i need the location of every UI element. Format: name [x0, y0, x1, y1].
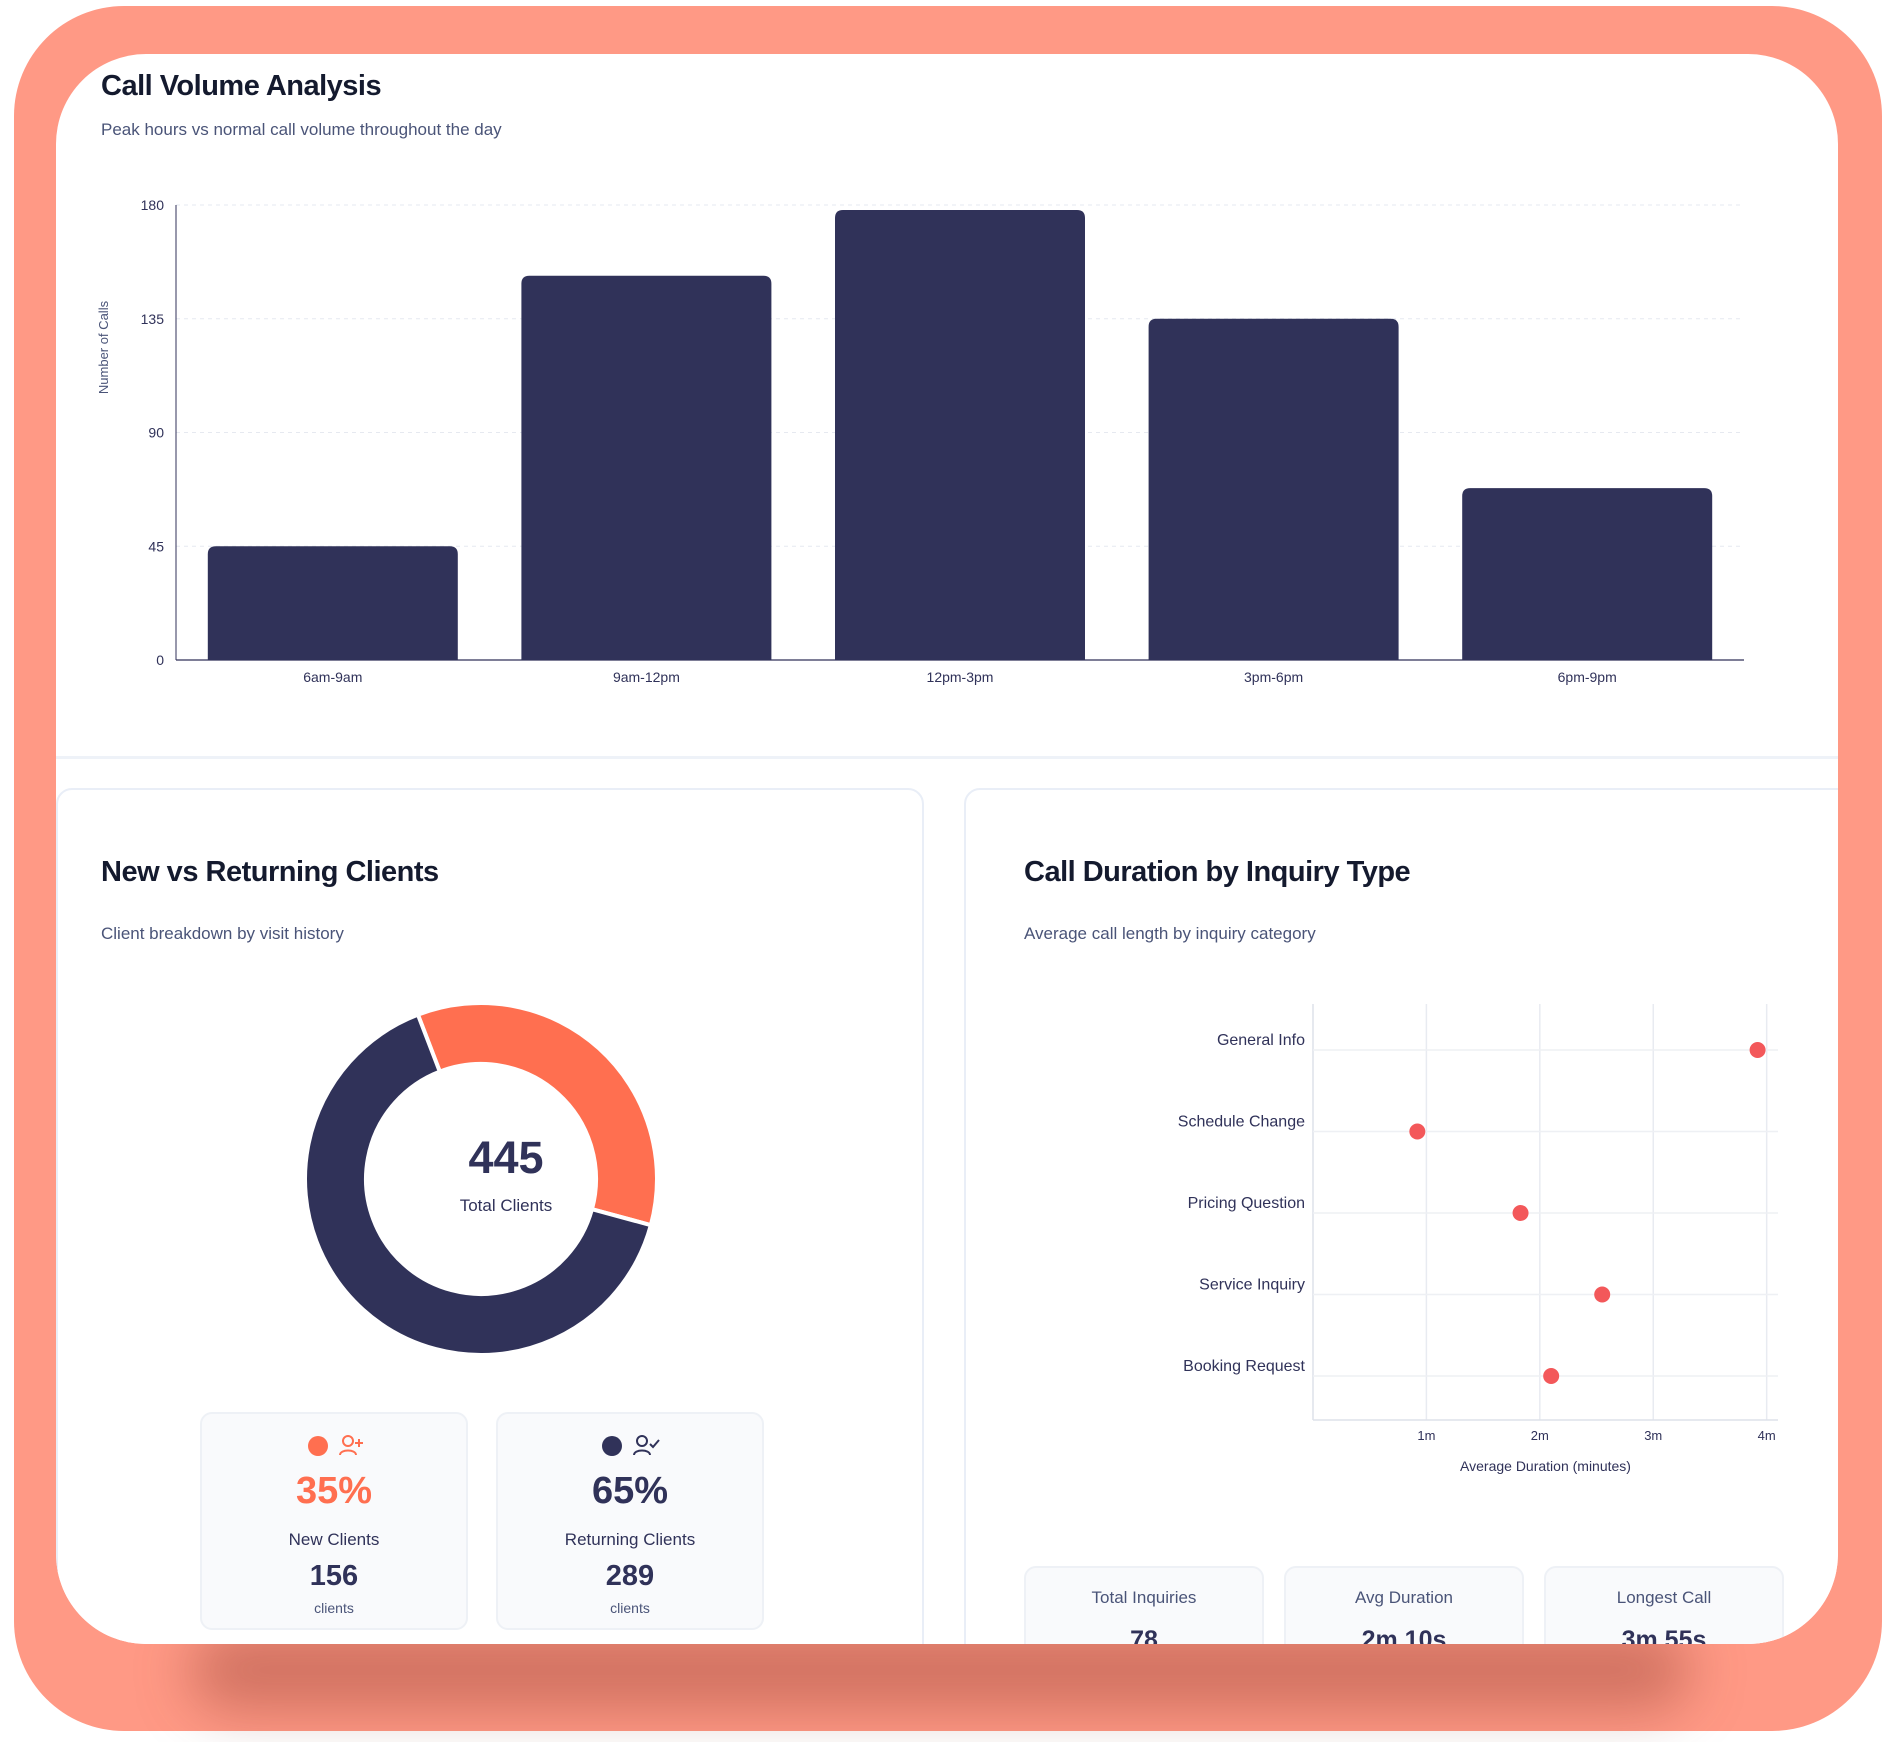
new-clients-count: 156: [309, 1560, 359, 1592]
total-inquiries-value: 78: [1130, 1626, 1158, 1644]
x-tick-label: 12pm-3pm: [927, 669, 994, 685]
returning-clients-percent: 65%: [591, 1470, 669, 1512]
returning-clients-stat: 65% Returning Clients 289 clients: [496, 1412, 764, 1630]
new-clients-percent: 35%: [295, 1470, 373, 1512]
dot-Booking Request: [1543, 1368, 1560, 1384]
avg-duration-value: 2m 10s: [1361, 1626, 1447, 1644]
avg-duration-label: Avg Duration: [1355, 1588, 1453, 1607]
x-tick-label: 6am-9am: [303, 669, 362, 685]
bar-9am-12pm: [521, 275, 772, 660]
bar-6am-9am: [207, 546, 458, 660]
x-tick-label: 2m: [1531, 1428, 1549, 1443]
y-tick-label: 45: [148, 538, 164, 554]
clients-subtitle: Client breakdown by visit history: [101, 924, 344, 943]
duration-subtitle: Average call length by inquiry category: [1024, 924, 1316, 943]
x-tick-label: 1m: [1417, 1428, 1435, 1443]
category-label: Service Inquiry: [1199, 1277, 1305, 1294]
dashboard-screen: Call Volume Analysis Peak hours vs norma…: [56, 54, 1838, 1644]
donut-slice-returning-clients: [303, 1012, 654, 1357]
clients-donut-chart: [303, 1001, 659, 1357]
new-clients-legend-dot: [308, 1436, 328, 1456]
dot-General Info: [1749, 1042, 1766, 1058]
y-tick-label: 180: [141, 197, 165, 213]
category-label: General Info: [1217, 1032, 1305, 1049]
longest-call-value: 3m 55s: [1621, 1626, 1707, 1644]
clients-title: New vs Returning Clients: [101, 856, 439, 888]
call-volume-subtitle: Peak hours vs normal call volume through…: [101, 120, 502, 139]
call-volume-panel: Call Volume Analysis Peak hours vs norma…: [56, 54, 1838, 759]
dot-Pricing Question: [1512, 1205, 1529, 1221]
returning-clients-label: Returning Clients: [564, 1530, 696, 1549]
call-volume-title: Call Volume Analysis: [101, 70, 382, 102]
new-clients-unit: clients: [314, 1600, 354, 1616]
total-inquiries-stat: Total Inquiries 78: [1024, 1566, 1264, 1644]
y-tick-label: 90: [148, 425, 164, 441]
new-clients-stat: 35% New Clients 156 clients: [200, 1412, 468, 1630]
donut-slice-new-clients: [415, 1001, 659, 1228]
longest-call-label: Longest Call: [1616, 1588, 1712, 1607]
x-tick-label: 4m: [1758, 1428, 1776, 1443]
total-inquiries-label: Total Inquiries: [1091, 1588, 1197, 1607]
category-label: Pricing Question: [1188, 1195, 1305, 1212]
dot-Schedule Change: [1409, 1123, 1426, 1140]
category-label: Booking Request: [1183, 1358, 1305, 1375]
bar-3pm-6pm: [1148, 318, 1399, 660]
total-clients-label: Total Clients: [459, 1196, 553, 1215]
duration-card: [964, 788, 1838, 1644]
avg-duration-stat: Avg Duration 2m 10s: [1284, 1566, 1524, 1644]
returning-clients-legend-dot: [602, 1436, 622, 1456]
returning-clients-unit: clients: [610, 1600, 650, 1616]
new-clients-label: New Clients: [288, 1530, 380, 1549]
y-axis-title: Number of Calls: [96, 300, 111, 394]
longest-call-stat: Longest Call 3m 55s: [1544, 1566, 1784, 1644]
bar-6pm-9pm: [1462, 488, 1713, 660]
y-tick-label: 135: [141, 311, 165, 327]
duration-dot-chart: 1m 2m 3m 4m General Info Schedule Change Prici…: [1178, 1004, 1778, 1474]
total-clients-value: 445: [468, 1132, 544, 1183]
x-tick-label: 3m: [1644, 1428, 1662, 1443]
returning-clients-count: 289: [605, 1560, 655, 1592]
y-tick-label: 0: [156, 652, 164, 668]
x-tick-label: 3pm-6pm: [1244, 669, 1303, 685]
x-tick-label: 6pm-9pm: [1558, 669, 1617, 685]
dot-Service Inquiry: [1594, 1286, 1611, 1303]
category-label: Schedule Change: [1178, 1114, 1305, 1131]
duration-title: Call Duration by Inquiry Type: [1024, 856, 1411, 888]
x-tick-label: 9am-12pm: [613, 669, 680, 685]
user-plus-icon: [339, 1435, 363, 1456]
call-volume-chart: 0 45 90 135 180 Number of Calls 6am-9am 9am-12p…: [96, 197, 1744, 685]
user-check-icon: [633, 1435, 660, 1456]
x-axis-title: Average Duration (minutes): [1460, 1458, 1631, 1474]
bar-12pm-3pm: [835, 210, 1085, 661]
